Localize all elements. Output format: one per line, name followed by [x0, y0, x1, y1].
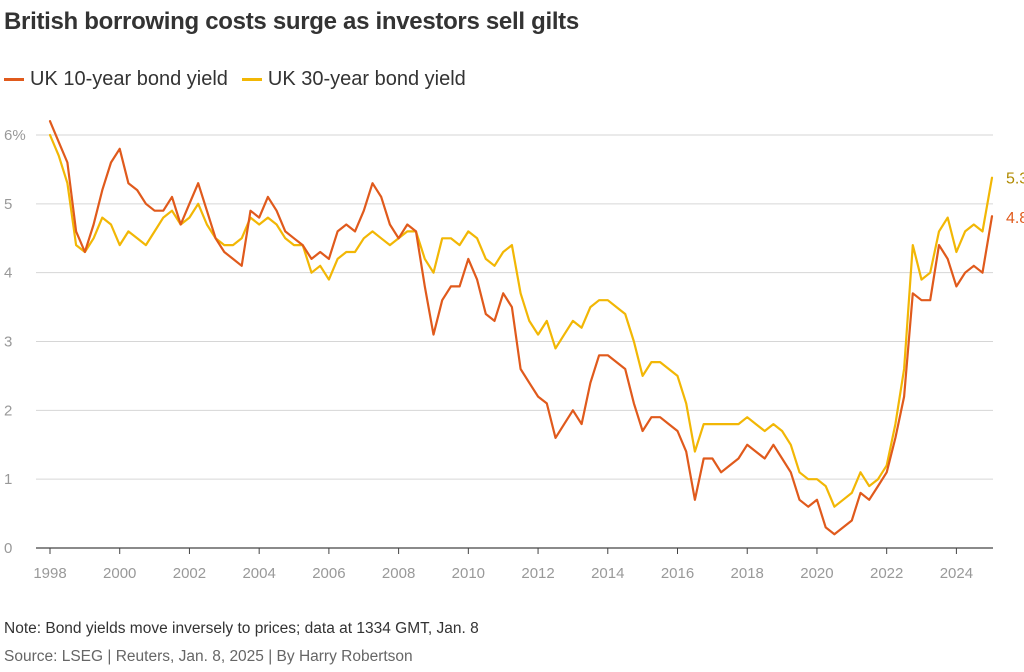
x-tick-label: 2002	[173, 565, 206, 582]
y-tick-label: 0	[4, 540, 12, 557]
x-tick-label: 2006	[312, 565, 345, 582]
x-tick-label: 2018	[731, 565, 764, 582]
legend: UK 10-year bond yield UK 30-year bond yi…	[4, 68, 480, 91]
legend-item-10y: UK 10-year bond yield	[4, 68, 228, 91]
y-tick-label: 3	[4, 334, 12, 351]
legend-label-30y: UK 30-year bond yield	[267, 68, 466, 90]
end-label-10y: 4.82	[1006, 210, 1024, 227]
x-tick-label: 2000	[103, 565, 136, 582]
legend-item-30y: UK 30-year bond yield	[241, 68, 466, 91]
chart-title: British borrowing costs surge as investo…	[4, 8, 579, 35]
x-tick-label: 2004	[242, 565, 275, 582]
line-chart: 0 1 2 3 4 5 6% 1998 2000 2002 2004 2006 2008 2010 2012…	[4, 120, 1024, 582]
legend-label-10y: UK 10-year bond yield	[30, 68, 228, 90]
x-tick-label: 2022	[870, 565, 903, 582]
legend-swatch-10y	[4, 78, 24, 81]
y-tick-label: 1	[4, 471, 12, 488]
y-tick-label: 2	[4, 402, 12, 419]
y-tick-label: 5	[4, 196, 12, 213]
y-tick-label: 6%	[4, 127, 26, 144]
end-label-30y: 5.38	[1006, 171, 1024, 188]
series-line-30y	[48, 133, 994, 508]
x-tick-label: 2024	[940, 565, 973, 582]
chart-note: Note: Bond yields move inversely to pric…	[4, 620, 479, 637]
legend-swatch-30y	[241, 78, 262, 81]
chart-source: Source: LSEG | Reuters, Jan. 8, 2025 | B…	[4, 648, 413, 665]
x-tick-label: 2010	[452, 565, 485, 582]
x-tick-label: 2014	[591, 565, 624, 582]
y-tick-label: 4	[4, 265, 12, 282]
series-line-10y	[48, 120, 994, 536]
x-tick-label: 2012	[521, 565, 554, 582]
x-tick-label: 2008	[382, 565, 415, 582]
x-tick-label: 2016	[661, 565, 694, 582]
x-tick-label: 2020	[800, 565, 833, 582]
x-tick-label: 1998	[33, 565, 66, 582]
